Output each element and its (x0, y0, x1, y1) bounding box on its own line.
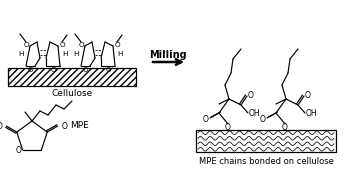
Text: MPE chains bonded on cellulose: MPE chains bonded on cellulose (198, 156, 333, 166)
Text: H: H (117, 51, 123, 57)
Text: O: O (105, 67, 111, 73)
Text: Milling: Milling (149, 50, 187, 60)
Text: O: O (62, 122, 67, 131)
Text: OH: OH (305, 109, 317, 119)
Text: MPE: MPE (70, 122, 89, 130)
Text: O: O (23, 42, 29, 48)
Bar (8, 68, 136, 86)
Text: O: O (248, 91, 254, 99)
Text: O: O (203, 115, 209, 123)
Text: O: O (225, 122, 231, 132)
Text: O: O (114, 42, 120, 48)
Text: O: O (50, 67, 56, 73)
Text: O: O (83, 67, 88, 73)
Text: OH: OH (248, 109, 260, 119)
Text: O: O (0, 122, 2, 131)
Text: Cellulose: Cellulose (51, 88, 93, 98)
Text: O: O (305, 91, 311, 99)
Text: H: H (62, 51, 68, 57)
Text: O: O (28, 67, 33, 73)
Text: O: O (282, 122, 288, 132)
Text: O: O (59, 42, 65, 48)
Text: H: H (73, 51, 79, 57)
Bar (196, 130, 336, 152)
Text: O: O (16, 146, 22, 155)
Text: O: O (260, 115, 266, 123)
Text: O: O (78, 42, 84, 48)
Text: H: H (18, 51, 24, 57)
